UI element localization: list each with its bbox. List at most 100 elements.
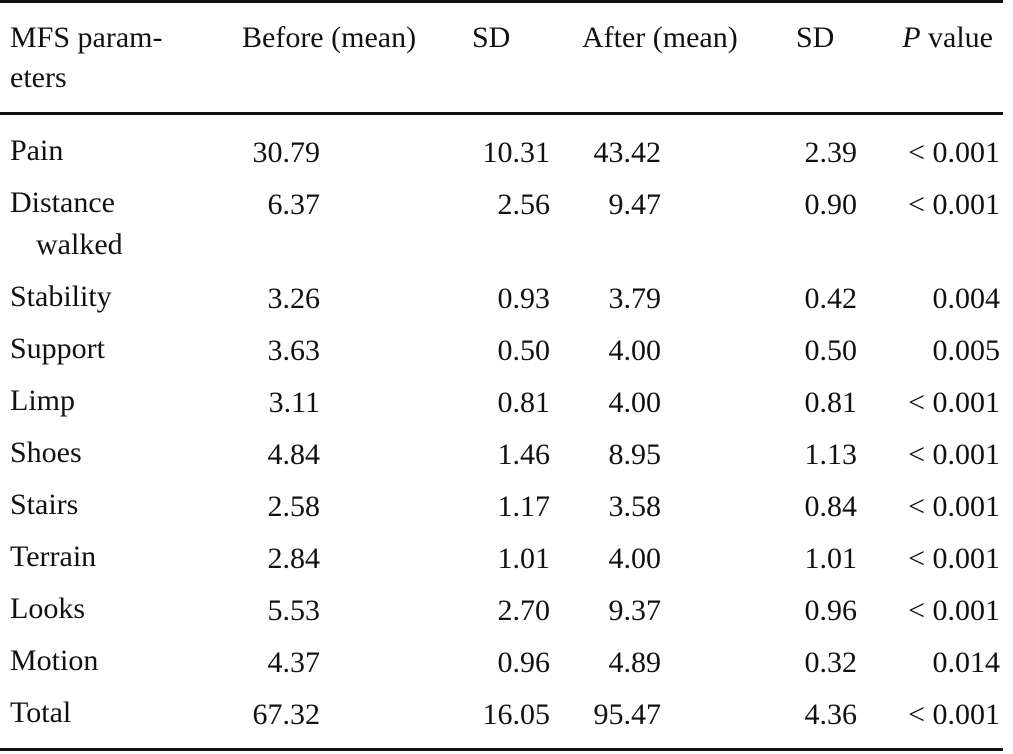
table-row: Distance walked 6.37 2.56 9.47 0.90 < 0.001: [0, 182, 1013, 276]
table-row: Shoes 4.84 1.46 8.95 1.13 < 0.001: [0, 432, 1013, 484]
table-row: Looks 5.53 2.70 9.37 0.96 < 0.001: [0, 588, 1013, 640]
row-parameter-line1: Stability: [10, 280, 112, 313]
header-p-value: P value: [902, 18, 993, 58]
row-after-mean: 4.00: [608, 542, 662, 575]
row-parameter-name: Stairs: [10, 484, 230, 526]
row-parameter-name: Terrain: [10, 536, 230, 578]
row-parameter-line2: walked: [36, 228, 123, 261]
row-before-mean: 6.37: [267, 188, 321, 221]
row-sd-before: 0.96: [497, 646, 551, 679]
row-parameter-name: Limp: [10, 380, 230, 422]
row-sd-after: 0.81: [804, 386, 858, 419]
row-parameter-line1: Distance: [10, 186, 115, 219]
row-before-mean: 3.11: [268, 386, 320, 419]
header-p-rest: value: [920, 21, 993, 54]
row-sd-after: 1.13: [804, 438, 858, 471]
header-parameter-line2: eters: [10, 61, 67, 94]
row-p-value: < 0.001: [908, 386, 1000, 419]
table-row: Pain 30.79 10.31 43.42 2.39 < 0.001: [0, 130, 1013, 182]
row-p-value: 0.005: [932, 334, 1001, 367]
table-bottom-rule: [0, 748, 1003, 751]
row-parameter-line1: Stairs: [10, 488, 79, 521]
row-parameter-name: Shoes: [10, 432, 230, 474]
row-after-mean: 3.58: [608, 490, 662, 523]
row-parameter-line1: Total: [10, 696, 72, 729]
row-before-mean: 4.37: [267, 646, 321, 679]
row-sd-before: 2.70: [497, 594, 551, 627]
header-sd-after: SD: [796, 21, 835, 54]
row-after-mean: 43.42: [593, 136, 662, 169]
row-sd-after: 1.01: [804, 542, 858, 575]
header-sd-before: SD: [472, 21, 511, 54]
table-row: Total 67.32 16.05 95.47 4.36 < 0.001: [0, 692, 1013, 744]
row-parameter-name: Motion: [10, 640, 230, 682]
row-p-value: < 0.001: [908, 136, 1000, 169]
row-before-mean: 30.79: [252, 136, 321, 169]
table-row: Terrain 2.84 1.01 4.00 1.01 < 0.001: [0, 536, 1013, 588]
row-p-value: < 0.001: [908, 594, 1000, 627]
row-sd-after: 0.84: [804, 490, 858, 523]
row-parameter-name: Looks: [10, 588, 230, 630]
row-sd-after: 0.50: [804, 334, 858, 367]
row-after-mean: 4.00: [608, 386, 662, 419]
row-parameter-line1: Pain: [10, 134, 64, 167]
row-after-mean: 95.47: [593, 698, 662, 731]
row-before-mean: 3.63: [267, 334, 321, 367]
row-p-value: < 0.001: [908, 490, 1000, 523]
row-p-value: < 0.001: [908, 188, 1000, 221]
row-parameter-line1: Support: [10, 332, 106, 365]
row-before-mean: 67.32: [252, 698, 321, 731]
header-parameter-line1: MFS param-: [10, 21, 163, 54]
row-parameter-name: Distance walked: [10, 182, 230, 266]
row-p-value: 0.004: [932, 282, 1001, 315]
row-sd-after: 0.42: [804, 282, 858, 315]
row-parameter-line1: Terrain: [10, 540, 97, 573]
header-mfs-parameters: MFS param- eters: [10, 18, 230, 98]
row-sd-before: 0.93: [497, 282, 551, 315]
row-parameter-line1: Shoes: [10, 436, 82, 469]
table-row: Limp 3.11 0.81 4.00 0.81 < 0.001: [0, 380, 1013, 432]
row-after-mean: 4.00: [608, 334, 662, 367]
header-before-mean: Before (mean): [242, 21, 417, 54]
row-before-mean: 3.26: [267, 282, 321, 315]
row-sd-before: 1.17: [497, 490, 551, 523]
row-parameter-line1: Limp: [10, 384, 75, 417]
row-after-mean: 9.37: [608, 594, 662, 627]
table-row: Stairs 2.58 1.17 3.58 0.84 < 0.001: [0, 484, 1013, 536]
row-sd-before: 2.56: [497, 188, 551, 221]
row-parameter-name: Pain: [10, 130, 230, 172]
table-row: Motion 4.37 0.96 4.89 0.32 0.014: [0, 640, 1013, 692]
row-sd-after: 2.39: [804, 136, 858, 169]
row-sd-after: 4.36: [804, 698, 858, 731]
row-parameter-name: Total: [10, 692, 230, 734]
table-row: Support 3.63 0.50 4.00 0.50 0.005: [0, 328, 1013, 380]
row-parameter-name: Support: [10, 328, 230, 370]
header-p-letter: P: [902, 21, 921, 54]
table-row: Stability 3.26 0.93 3.79 0.42 0.004: [0, 276, 1013, 328]
row-after-mean: 3.79: [608, 282, 662, 315]
row-before-mean: 5.53: [267, 594, 321, 627]
row-sd-before: 1.46: [497, 438, 551, 471]
row-after-mean: 8.95: [608, 438, 662, 471]
row-p-value: < 0.001: [908, 542, 1000, 575]
row-before-mean: 2.58: [267, 490, 321, 523]
row-sd-after: 0.96: [804, 594, 858, 627]
row-sd-before: 10.31: [482, 136, 551, 169]
row-parameter-name: Stability: [10, 276, 230, 318]
row-sd-before: 16.05: [482, 698, 551, 731]
table-top-rule: [0, 0, 1003, 3]
row-p-value: 0.014: [932, 646, 1001, 679]
row-sd-after: 0.90: [804, 188, 858, 221]
row-sd-before: 0.50: [497, 334, 551, 367]
row-parameter-line1: Motion: [10, 644, 99, 677]
row-before-mean: 2.84: [267, 542, 321, 575]
row-sd-before: 0.81: [497, 386, 551, 419]
row-parameter-line1: Looks: [10, 592, 85, 625]
row-p-value: < 0.001: [908, 698, 1000, 731]
row-sd-after: 0.32: [804, 646, 858, 679]
row-before-mean: 4.84: [267, 438, 321, 471]
row-p-value: < 0.001: [908, 438, 1000, 471]
table-body: Pain 30.79 10.31 43.42 2.39 < 0.001 Distance wa…: [0, 130, 1013, 744]
header-after-mean: After (mean): [582, 21, 738, 54]
row-after-mean: 4.89: [608, 646, 662, 679]
